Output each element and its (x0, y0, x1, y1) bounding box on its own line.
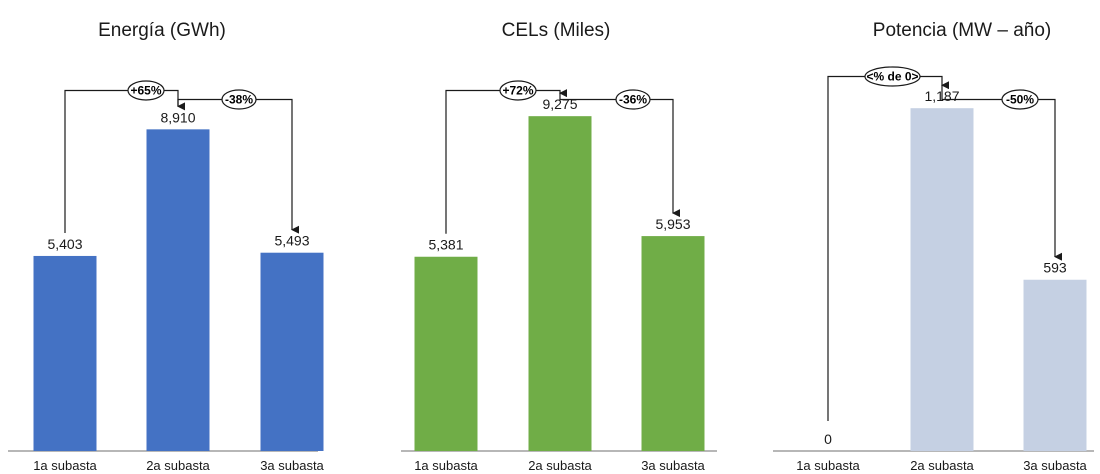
change-label: <% de 0> (866, 70, 918, 84)
x-tick-label: 1a subasta (33, 458, 97, 473)
chart-title: Potencia (MW – año) (873, 20, 1051, 41)
x-tick-label: 3a subasta (260, 458, 324, 473)
x-tick-label: 1a subasta (796, 458, 860, 473)
change-label: -50% (1006, 93, 1034, 107)
data-label: 5,381 (428, 237, 463, 253)
change-label: +65% (130, 84, 161, 98)
change-label: +72% (502, 84, 533, 98)
x-tick-label: 2a subasta (528, 458, 592, 473)
x-tick-label: 2a subasta (910, 458, 974, 473)
chart-title: CELs (Miles) (502, 20, 611, 41)
change-arrow (64, 89, 185, 233)
change-badge (1001, 89, 1039, 110)
change-badge (499, 80, 537, 101)
data-label: 8,910 (160, 109, 195, 125)
bar (641, 236, 705, 451)
change-badge (127, 80, 165, 101)
bar (528, 116, 592, 452)
data-label: 5,953 (655, 216, 690, 232)
change-arrow (941, 85, 1062, 261)
x-tick-label: 3a subasta (1023, 458, 1087, 473)
data-label: 0 (824, 431, 832, 447)
change-badge (615, 89, 651, 110)
bar (33, 255, 97, 451)
data-label: 593 (1043, 260, 1067, 276)
chart-title: Energía (GWh) (98, 20, 226, 41)
change-label: -36% (619, 93, 647, 107)
bar (414, 256, 478, 451)
data-label: 5,403 (47, 236, 82, 252)
x-tick-label: 3a subasta (641, 458, 705, 473)
bar (260, 252, 324, 451)
change-badge (864, 66, 921, 87)
data-label: 9,275 (542, 96, 577, 112)
bar (1023, 279, 1087, 451)
change-badge (221, 89, 257, 110)
x-tick-label: 2a subasta (146, 458, 210, 473)
panel-energia: Energía (GWh) 5,403 1a subasta 8,910 2a sub… (8, 20, 325, 473)
x-tick-label: 1a subasta (414, 458, 478, 473)
panel-cels: CELs (Miles) 5,381 1a subasta 9,275 2a suba… (401, 20, 717, 473)
bar (146, 129, 210, 451)
bar (910, 108, 974, 451)
change-label: -38% (225, 93, 253, 107)
data-label: 5,493 (274, 233, 309, 249)
